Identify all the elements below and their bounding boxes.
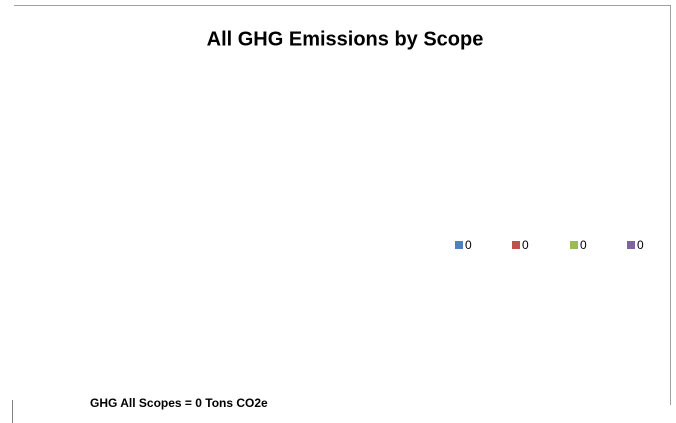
legend-label: 0 [465,238,472,252]
annotation: GHG All Scopes = 0 Tons CO2e [90,396,268,410]
legend-label: 0 [522,238,529,252]
legend-swatch [627,241,635,249]
legend-swatch [570,241,578,249]
legend-swatch [512,241,520,249]
legend-swatch [455,241,463,249]
chart-title: All GHG Emissions by Scope [207,28,484,50]
legend-label: 0 [580,238,587,252]
legend-label: 0 [637,238,644,252]
